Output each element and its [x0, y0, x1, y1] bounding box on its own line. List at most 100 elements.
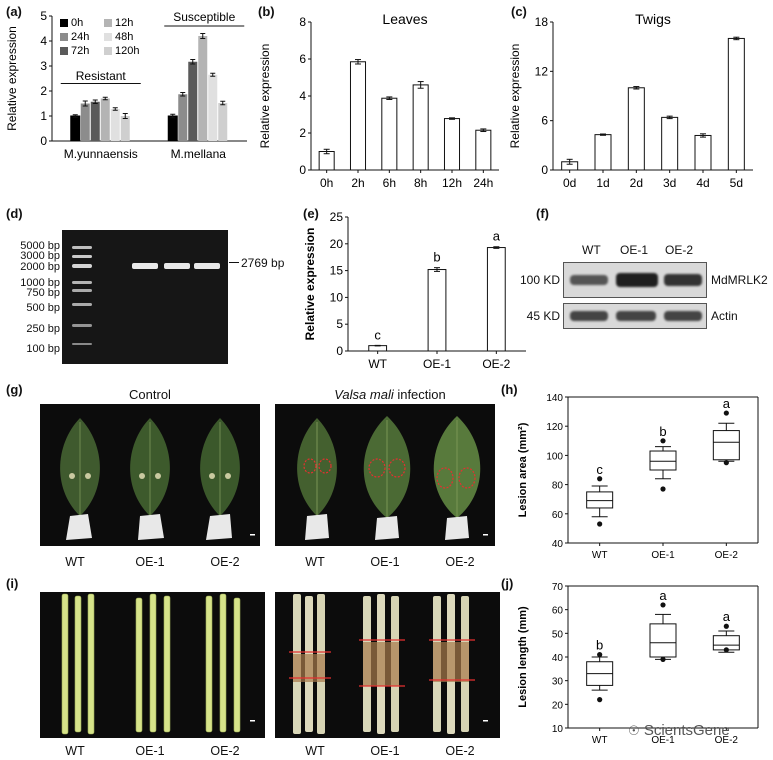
twigs-infection-photo — [275, 592, 500, 738]
y-tick-label: 25 — [330, 210, 344, 224]
chart-title: Twigs — [635, 11, 671, 27]
twigs-control-photo — [40, 592, 265, 738]
y-tick-label: 120 — [546, 422, 563, 433]
bar-12h-M.yunnaensis — [100, 98, 110, 141]
ladder-band — [72, 264, 92, 268]
ladder-label: 5000 bp — [20, 240, 60, 252]
significance-letter: b — [659, 424, 666, 439]
chart-title: Leaves — [382, 11, 427, 27]
y-tick-label: 0 — [40, 134, 47, 148]
infection-word: infection — [393, 387, 446, 402]
outlier-point — [597, 652, 603, 658]
leaf-caption-oe1: OE-1 — [135, 555, 165, 569]
leaves-control-photo — [40, 404, 260, 546]
watermark-text: ScientsGene — [643, 722, 730, 739]
y-tick-label: 18 — [535, 15, 549, 29]
leaf-caption-infected-wt: WT — [305, 555, 325, 569]
bar-OE-2 — [486, 247, 506, 352]
bar-WT — [368, 345, 388, 352]
bar-6h — [381, 97, 398, 171]
significance-letter: a — [723, 396, 731, 411]
ladder-band — [72, 246, 92, 249]
bar-12h — [443, 118, 461, 171]
group-label-resistant: Resistant — [76, 69, 127, 83]
ladder-band — [72, 303, 92, 306]
y-tick-label: 2 — [299, 126, 306, 140]
gel-lane-labels: M N WT V OE-1 OE-2 — [62, 217, 228, 231]
panel-label-i: (i) — [6, 576, 19, 591]
legend-label-72h: 72h — [71, 45, 89, 57]
outlier-point — [723, 623, 729, 629]
significance-letter: a — [659, 588, 667, 603]
y-tick-label: 10 — [330, 290, 344, 304]
bar-0h-M.mellana — [167, 115, 178, 142]
scale-bar — [483, 720, 488, 722]
leaf-infected-wt — [297, 418, 337, 540]
lane-label-oe1: OE-1 — [164, 217, 190, 229]
y-tick-label: 140 — [546, 393, 563, 404]
y-tick-label: 6 — [299, 52, 306, 66]
blot-band-oe1 — [616, 273, 658, 287]
outlier-point — [660, 486, 666, 492]
legend-label-120h: 120h — [115, 45, 139, 57]
bar-OE-1 — [427, 269, 447, 352]
scale-bar — [250, 534, 255, 536]
y-tick-label: 80 — [552, 481, 564, 492]
outlier-point — [723, 647, 729, 653]
legend-label-12h: 12h — [115, 17, 133, 29]
twigs-infected-oe1 — [359, 594, 405, 734]
ladder-band — [72, 289, 92, 292]
ladder-label: 500 bp — [26, 302, 60, 314]
pathogen-name: Valsa mali — [334, 387, 394, 402]
y-tick-label: 40 — [552, 539, 564, 550]
twig-caption-wt: WT — [65, 744, 85, 758]
box-OE-2 — [712, 430, 740, 461]
legend-swatch-72h — [60, 47, 68, 55]
x-tick-label: 2d — [630, 176, 643, 190]
twig-caption-infected-wt: WT — [305, 744, 325, 758]
band-pointer — [229, 262, 239, 263]
y-tick-label: 1 — [40, 109, 47, 123]
pcr-band-v — [132, 263, 158, 269]
y-tick-label: 5 — [336, 317, 343, 331]
blot-band-actin-oe1 — [616, 311, 656, 321]
y-axis-label: Lesion length (mm) — [517, 606, 529, 708]
watermark-icon: ☉ — [628, 723, 640, 738]
x-tick-label: 0d — [563, 176, 576, 190]
y-tick-label: 0 — [299, 163, 306, 177]
outlier-point — [597, 476, 603, 482]
ladder-band — [72, 324, 92, 327]
ladder-label: 100 bp — [26, 343, 60, 355]
twig-caption-oe1: OE-1 — [135, 744, 165, 758]
y-axis-label: Relative expression — [258, 44, 272, 149]
ladder-band — [72, 343, 92, 345]
panel-label-j: (j) — [501, 576, 514, 591]
y-tick-label: 60 — [552, 510, 564, 521]
y-tick-label: 100 — [546, 451, 563, 462]
box-OE-1 — [649, 450, 677, 471]
blot-band-wt — [570, 275, 608, 285]
bar-120h-M.yunnaensis — [120, 116, 130, 141]
y-tick-label: 6 — [541, 114, 548, 128]
legend-swatch-12h — [104, 19, 112, 27]
bar-2h — [349, 61, 367, 171]
x-tick-label: 2h — [351, 176, 364, 190]
x-tick-label: 4d — [696, 176, 709, 190]
x-tick-label: 1d — [596, 176, 609, 190]
legend-label-48h: 48h — [115, 31, 133, 43]
x-tick-label: OE-1 — [651, 735, 675, 746]
leaves-infection-photo — [275, 404, 495, 546]
bar-24h-M.yunnaensis — [80, 103, 90, 141]
western-lane-oe1: OE-1 — [620, 243, 649, 257]
panel-label-g: (g) — [6, 382, 23, 397]
significance-letter: a — [723, 609, 731, 624]
chart-c-twigs-expression: 0 6 12 18 Relative expression Twigs 0d 1d 2d 3d 4d… — [508, 11, 753, 190]
x-tick-label: 12h — [442, 176, 462, 190]
leaf-caption-wt: WT — [65, 555, 85, 569]
twig-oe2-2 — [219, 593, 227, 733]
bar-48h-M.yunnaensis — [110, 109, 120, 141]
ladder-label: 250 bp — [26, 323, 60, 335]
twig-wt-1 — [61, 593, 69, 735]
bar-72h-M.yunnaensis — [90, 101, 100, 141]
ladder-label: 2000 bp — [20, 261, 60, 273]
